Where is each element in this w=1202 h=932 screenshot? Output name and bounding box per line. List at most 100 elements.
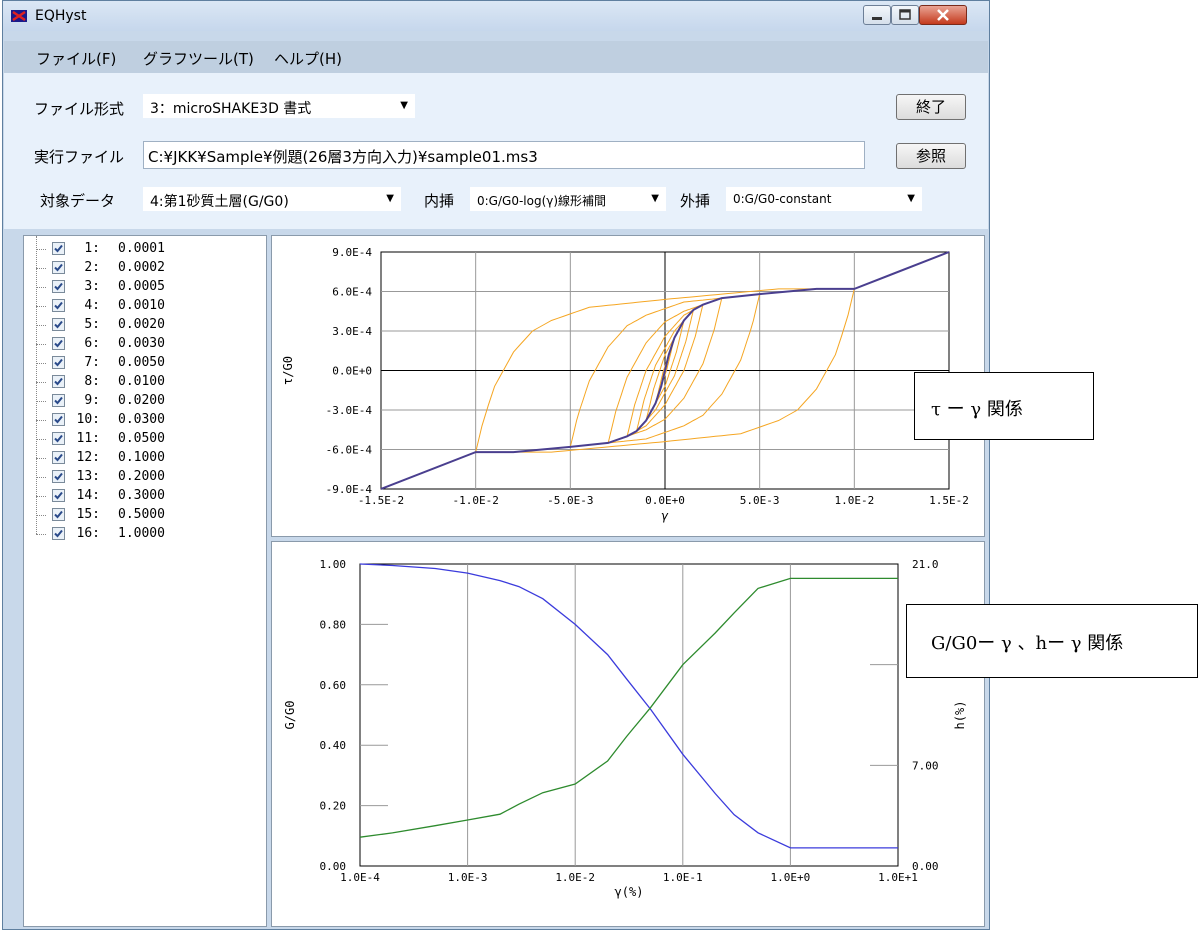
exec-file-input[interactable]: C:¥JKK¥Sample¥例題(26層3方向入力)¥sample01.ms3 (143, 141, 865, 169)
tree-connector (36, 382, 46, 383)
checkmark-icon (54, 453, 63, 462)
tree-item[interactable]: 10: 0.0300 (24, 411, 264, 430)
x-tick-label: 1.0E-2 (555, 871, 595, 884)
item-checkbox[interactable] (52, 527, 65, 540)
y-tick-label: 0.00 (320, 860, 347, 873)
item-checkbox[interactable] (52, 489, 65, 502)
item-value: 0.0005 (118, 279, 165, 294)
interp-label: 内挿 (424, 192, 455, 210)
minimize-icon (872, 17, 882, 20)
item-checkbox[interactable] (52, 375, 65, 388)
item-checkbox[interactable] (52, 318, 65, 331)
tree-item[interactable]: 16: 1.0000 (24, 525, 264, 544)
item-index: 7: (84, 355, 100, 370)
tree-item[interactable]: 6: 0.0030 (24, 335, 264, 354)
plot-area (359, 563, 899, 867)
tree-item[interactable]: 14: 0.3000 (24, 487, 264, 506)
tree-item[interactable]: 7: 0.0050 (24, 354, 264, 373)
tree-connector (36, 306, 46, 307)
exit-button[interactable]: 終了 (896, 94, 966, 120)
item-checkbox[interactable] (52, 432, 65, 445)
close-icon (937, 9, 949, 21)
browse-button[interactable]: 参照 (896, 143, 966, 169)
target-data-select[interactable]: 4:第1砂質土層(G/G0) ▼ (143, 187, 401, 211)
menu-help[interactable]: ヘルプ(H) (274, 50, 342, 68)
tree-connector (36, 496, 46, 497)
item-index: 5: (84, 317, 100, 332)
item-value: 0.0100 (118, 374, 165, 389)
exec-file-label: 実行ファイル (34, 148, 125, 166)
tree-connector (36, 287, 46, 288)
checkmark-icon (54, 472, 63, 481)
tree-item[interactable]: 8: 0.0100 (24, 373, 264, 392)
item-checkbox[interactable] (52, 508, 65, 521)
y2-tick-label: 0.00 (912, 860, 939, 873)
tree-connector (36, 534, 46, 535)
item-checkbox[interactable] (52, 394, 65, 407)
dropdown-arrow-icon: ▼ (400, 100, 408, 111)
tree-item[interactable]: 12: 0.1000 (24, 449, 264, 468)
item-index: 4: (84, 298, 100, 313)
item-index: 10: (76, 412, 100, 427)
tree-item[interactable]: 4: 0.0010 (24, 297, 264, 316)
extrap-select[interactable]: 0:G/G0-constant ▼ (726, 187, 922, 211)
checkmark-icon (54, 510, 63, 519)
hysteresis-chart: -1.5E-2 -1.0E-2 -5.0E-3 0.0E+0 5.0E-3 1.0E-2 1… (281, 246, 969, 523)
y-axis-label: G/G0 (283, 701, 297, 730)
minimize-button[interactable] (863, 5, 891, 25)
y-tick-label: 0.80 (320, 618, 347, 631)
y-tick-label: 9.0E-4 (332, 246, 372, 259)
tree-connector (36, 458, 46, 459)
tree-item[interactable]: 2: 0.0002 (24, 259, 264, 278)
item-checkbox[interactable] (52, 356, 65, 369)
dropdown-arrow-icon: ▼ (386, 193, 394, 204)
exec-file-value: C:¥JKK¥Sample¥例題(26層3方向入力)¥sample01.ms3 (148, 148, 538, 166)
interp-select[interactable]: 0:G/G0-log(γ)線形補間 ▼ (470, 187, 666, 211)
checkmark-icon (54, 263, 63, 272)
checkmark-icon (54, 244, 63, 253)
item-checkbox[interactable] (52, 451, 65, 464)
tree-item[interactable]: 3: 0.0005 (24, 278, 264, 297)
item-index: 9: (84, 393, 100, 408)
tree-connector (36, 363, 46, 364)
tree-connector (36, 439, 46, 440)
item-checkbox[interactable] (52, 337, 65, 350)
menu-bar: ファイル(F) グラフツール(T) ヘルプ(H) (4, 41, 988, 73)
tree-trunk-line (36, 236, 37, 534)
close-button[interactable] (919, 5, 967, 25)
checkmark-icon (54, 434, 63, 443)
x-tick-label: 1.0E-3 (448, 871, 488, 884)
item-checkbox[interactable] (52, 242, 65, 255)
item-checkbox[interactable] (52, 261, 65, 274)
target-data-label: 対象データ (40, 192, 116, 210)
file-format-select[interactable]: 3：microSHAKE3D 書式 ▼ (143, 94, 415, 118)
item-value: 0.0030 (118, 336, 165, 351)
item-value: 0.3000 (118, 488, 165, 503)
item-index: 3: (84, 279, 100, 294)
x-axis-label: γ (661, 509, 669, 523)
item-value: 0.0010 (118, 298, 165, 313)
tree-item[interactable]: 9: 0.0200 (24, 392, 264, 411)
item-checkbox[interactable] (52, 299, 65, 312)
x-tick-label: 1.5E-2 (929, 494, 969, 507)
hysteresis-annotation: τ ー γ 関係 (914, 372, 1094, 440)
tree-connector (36, 249, 46, 250)
file-format-value: 3：microSHAKE3D 書式 (150, 101, 312, 117)
item-index: 2: (84, 260, 100, 275)
item-checkbox[interactable] (52, 470, 65, 483)
item-checkbox[interactable] (52, 280, 65, 293)
x-tick-label: -5.0E-3 (547, 494, 593, 507)
maximize-button[interactable] (891, 5, 919, 25)
menu-graph-tool[interactable]: グラフツール(T) (143, 50, 254, 68)
x-axis-label: γ(%) (615, 885, 644, 899)
tree-item[interactable]: 5: 0.0020 (24, 316, 264, 335)
item-checkbox[interactable] (52, 413, 65, 426)
tree-item[interactable]: 11: 0.0500 (24, 430, 264, 449)
item-index: 11: (76, 431, 100, 446)
app-icon (11, 10, 27, 22)
tree-item[interactable]: 13: 0.2000 (24, 468, 264, 487)
tree-item[interactable]: 15: 0.5000 (24, 506, 264, 525)
menu-file[interactable]: ファイル(F) (36, 50, 117, 68)
checkmark-icon (54, 339, 63, 348)
tree-item[interactable]: 1: 0.0001 (24, 240, 264, 259)
